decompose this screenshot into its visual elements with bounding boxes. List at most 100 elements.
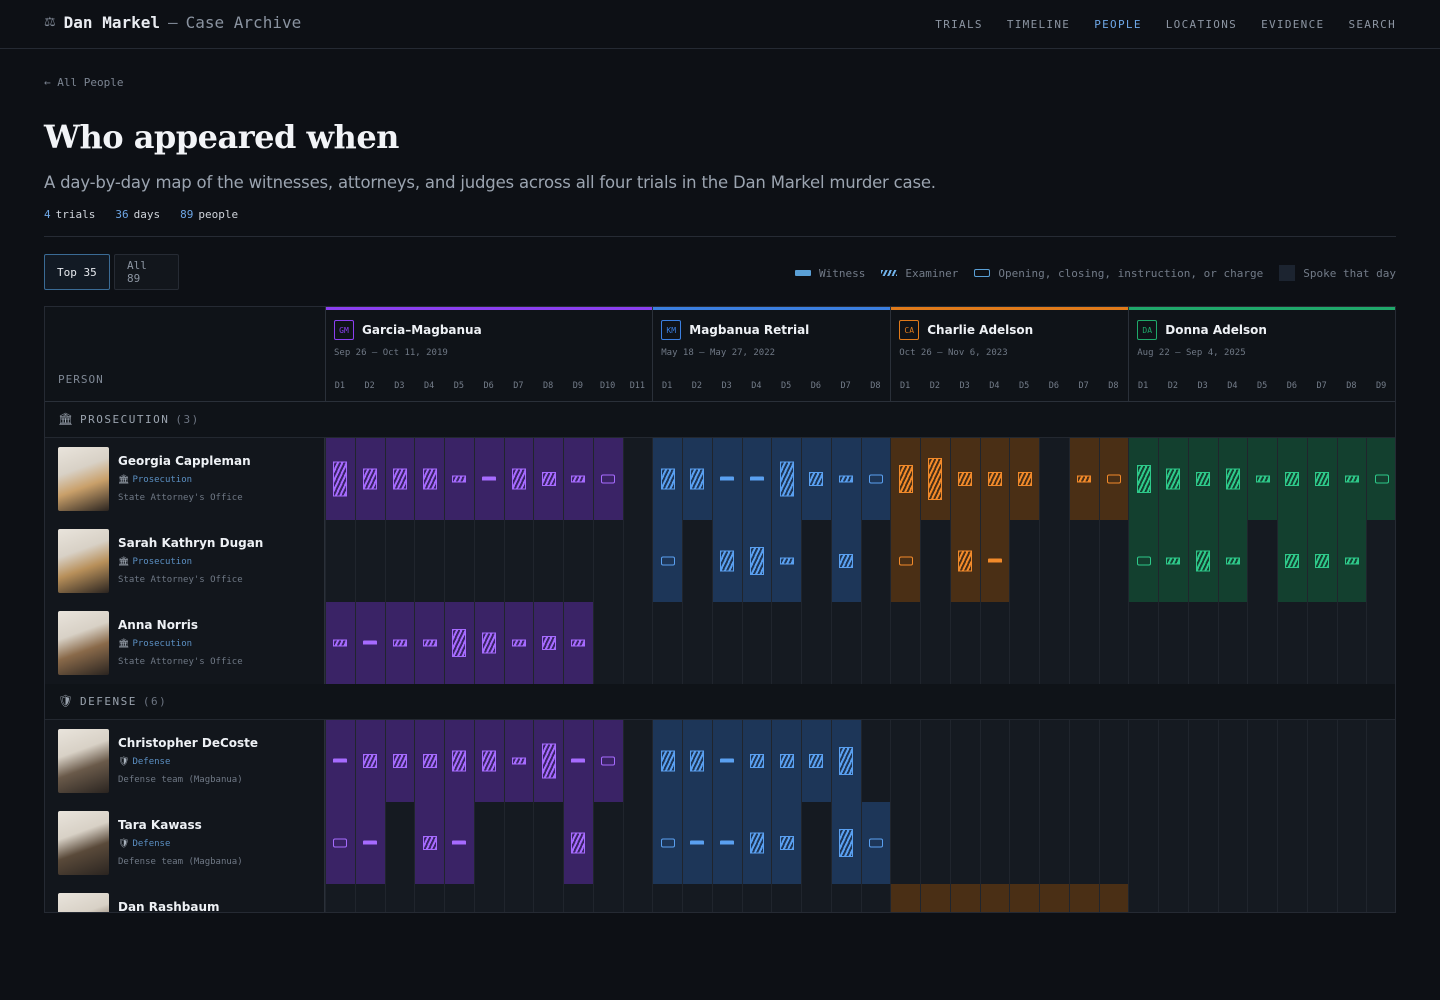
- day-cell[interactable]: [622, 520, 653, 602]
- day-cell[interactable]: [1098, 720, 1129, 802]
- day-cell[interactable]: [1187, 720, 1218, 802]
- day-cell[interactable]: [801, 802, 831, 884]
- day-cell[interactable]: [533, 884, 563, 912]
- day-cell[interactable]: [1366, 884, 1395, 912]
- day-cell[interactable]: [592, 802, 623, 884]
- day-cell[interactable]: [860, 520, 891, 602]
- trial-header-donna[interactable]: DA Donna Adelson Aug 22 – Sep 4, 2025: [1128, 307, 1395, 402]
- day-cell[interactable]: [1247, 438, 1277, 520]
- day-cell[interactable]: [503, 602, 534, 684]
- day-cell[interactable]: [325, 520, 355, 602]
- nav-search[interactable]: SEARCH: [1348, 18, 1396, 31]
- day-cell[interactable]: [444, 520, 474, 602]
- day-cell[interactable]: [503, 520, 534, 602]
- day-cell[interactable]: [1306, 802, 1337, 884]
- day-cell[interactable]: [801, 720, 831, 802]
- day-cell[interactable]: [1366, 720, 1395, 802]
- day-cell[interactable]: [1009, 884, 1039, 912]
- day-cell[interactable]: [622, 802, 653, 884]
- day-cell[interactable]: [473, 884, 504, 912]
- day-cell[interactable]: [1009, 802, 1039, 884]
- day-cell[interactable]: [830, 720, 861, 802]
- day-cell[interactable]: [682, 438, 712, 520]
- day-cell[interactable]: [592, 438, 623, 520]
- day-cell[interactable]: [533, 802, 563, 884]
- day-cell[interactable]: [592, 520, 623, 602]
- day-cell[interactable]: [1336, 802, 1367, 884]
- day-cell[interactable]: [414, 438, 444, 520]
- day-cell[interactable]: [801, 520, 831, 602]
- day-cell[interactable]: [920, 720, 950, 802]
- day-cell[interactable]: [473, 438, 504, 520]
- day-cell[interactable]: [414, 802, 444, 884]
- day-cell[interactable]: [741, 438, 772, 520]
- day-cell[interactable]: [830, 884, 861, 912]
- day-cell[interactable]: [949, 802, 980, 884]
- day-cell[interactable]: [1217, 884, 1248, 912]
- day-cell[interactable]: [711, 602, 742, 684]
- day-cell[interactable]: [860, 884, 891, 912]
- nav-evidence[interactable]: EVIDENCE: [1261, 18, 1325, 31]
- day-cell[interactable]: [979, 884, 1010, 912]
- day-cell[interactable]: [652, 520, 682, 602]
- day-cell[interactable]: [563, 602, 593, 684]
- day-cell[interactable]: [949, 720, 980, 802]
- day-cell[interactable]: [1158, 884, 1188, 912]
- day-cell[interactable]: [1336, 884, 1367, 912]
- day-cell[interactable]: [1247, 802, 1277, 884]
- day-cell[interactable]: [1217, 802, 1248, 884]
- day-cell[interactable]: [741, 602, 772, 684]
- day-cell[interactable]: [1039, 438, 1069, 520]
- day-cell[interactable]: [890, 884, 920, 912]
- day-cell[interactable]: [622, 438, 653, 520]
- day-cell[interactable]: [1158, 602, 1188, 684]
- day-cell[interactable]: [1009, 602, 1039, 684]
- day-cell[interactable]: [1187, 438, 1218, 520]
- day-cell[interactable]: [1158, 438, 1188, 520]
- day-cell[interactable]: [1158, 802, 1188, 884]
- day-cell[interactable]: [1217, 438, 1248, 520]
- day-cell[interactable]: [444, 720, 474, 802]
- brand[interactable]: ⚖ Dan Markel — Case Archive: [44, 13, 301, 32]
- day-cell[interactable]: [1039, 602, 1069, 684]
- day-cell[interactable]: [741, 720, 772, 802]
- day-cell[interactable]: [1158, 520, 1188, 602]
- day-cell[interactable]: [1128, 884, 1158, 912]
- day-cell[interactable]: [414, 720, 444, 802]
- day-cell[interactable]: [473, 720, 504, 802]
- day-cell[interactable]: [682, 520, 712, 602]
- day-cell[interactable]: [1336, 520, 1367, 602]
- day-cell[interactable]: [1068, 884, 1099, 912]
- day-cell[interactable]: [1277, 802, 1307, 884]
- day-cell[interactable]: [384, 884, 415, 912]
- day-cell[interactable]: [533, 520, 563, 602]
- day-cell[interactable]: [354, 520, 385, 602]
- day-cell[interactable]: [920, 520, 950, 602]
- nav-people[interactable]: PEOPLE: [1094, 18, 1142, 31]
- day-cell[interactable]: [771, 520, 801, 602]
- day-cell[interactable]: [890, 438, 920, 520]
- day-cell[interactable]: [890, 520, 920, 602]
- day-cell[interactable]: [384, 438, 415, 520]
- day-cell[interactable]: [354, 602, 385, 684]
- day-cell[interactable]: [979, 520, 1010, 602]
- day-cell[interactable]: [652, 884, 682, 912]
- person-row[interactable]: Tara Kawass 🛡 Defense Defense team (Magbanu…: [45, 802, 1395, 884]
- day-cell[interactable]: [1009, 438, 1039, 520]
- day-cell[interactable]: [949, 438, 980, 520]
- day-cell[interactable]: [1306, 720, 1337, 802]
- day-cell[interactable]: [622, 884, 653, 912]
- day-cell[interactable]: [682, 602, 712, 684]
- day-cell[interactable]: [473, 520, 504, 602]
- day-cell[interactable]: [325, 884, 355, 912]
- day-cell[interactable]: [325, 438, 355, 520]
- day-cell[interactable]: [801, 438, 831, 520]
- nav-timeline[interactable]: TIMELINE: [1006, 18, 1071, 31]
- day-cell[interactable]: [1128, 720, 1158, 802]
- day-cell[interactable]: [1336, 602, 1367, 684]
- day-cell[interactable]: [592, 720, 623, 802]
- day-cell[interactable]: [1068, 520, 1099, 602]
- day-cell[interactable]: [1098, 602, 1129, 684]
- day-cell[interactable]: [354, 884, 385, 912]
- day-cell[interactable]: [1277, 720, 1307, 802]
